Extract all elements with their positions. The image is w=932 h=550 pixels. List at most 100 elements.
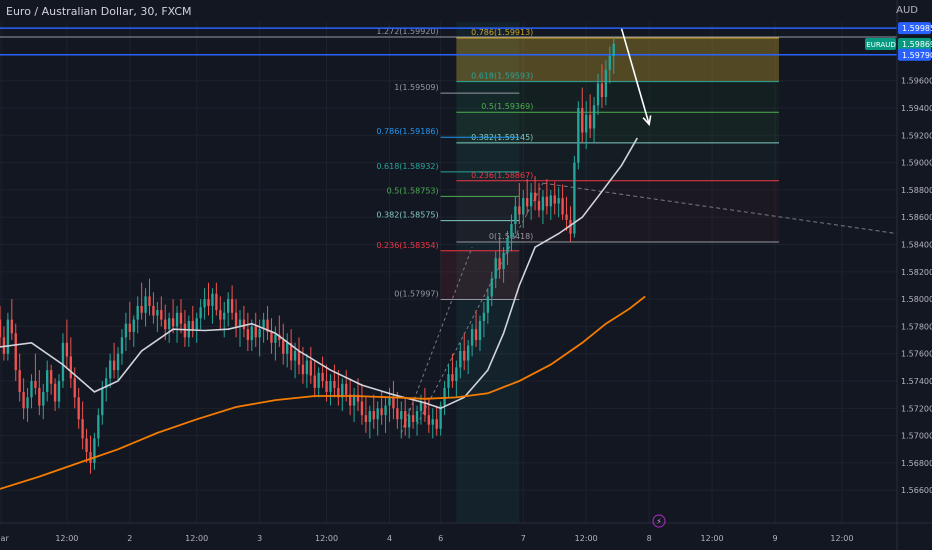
candle-body [317,372,320,388]
candle-body [105,378,108,388]
candle-body [191,320,194,330]
y-tick-label: 1.56800 [901,459,932,468]
candle-body [415,411,419,422]
candle-body [274,334,277,343]
candle-body [203,299,206,308]
x-tick-label: 4 [387,534,392,543]
candle-body [183,323,187,338]
candle-body [85,438,88,453]
candle-body [219,310,222,320]
symbol-tag-label: EURAUD [866,41,895,49]
candle-body [400,411,403,420]
price-axis [897,0,932,550]
candle-body [73,378,76,398]
candle-body [364,415,368,422]
candle-body [46,370,49,392]
x-tick-label: 2 [127,534,132,543]
candle-body [411,415,415,422]
candle-body [356,394,360,402]
candle-body [553,195,556,204]
candle-body [581,108,584,133]
candle-body [608,56,611,70]
x-tick-label: 12:00 [830,534,853,543]
candle-body [447,374,450,388]
candle-body [258,329,261,338]
x-tick-label: 8 [647,534,652,543]
fib-level-label: 0.786(1.59913) [471,28,533,37]
candle-body [69,356,72,379]
fib-level-label: 0.618(1.58932) [376,162,438,171]
candle-body [549,195,552,207]
candle-body [596,83,600,106]
candle-body [156,310,159,316]
candle-body [230,299,234,313]
candle-body [588,114,592,129]
candle-body [6,319,10,354]
candle-body [215,293,218,311]
candle-body [557,198,560,204]
y-tick-label: 1.59000 [901,159,932,168]
candle-body [61,342,65,382]
candle-body [376,408,379,420]
candle-body [305,360,309,375]
candle-body [427,415,431,425]
fib-zone [456,112,779,143]
candle-body [341,383,344,398]
candle-body [227,299,230,313]
candle-body [451,374,454,382]
candle-body [2,337,6,354]
y-tick-label: 1.58200 [901,268,932,277]
candle-body [164,319,167,330]
candle-body [223,312,226,320]
candle-body [136,305,139,320]
candle-body [561,198,564,215]
event-icon[interactable] [652,514,666,528]
fib-level-label: 1(1.59509) [394,83,438,92]
y-tick-label: 1.59600 [901,77,932,86]
y-tick-label: 1.58800 [901,186,932,195]
candle-body [81,419,84,439]
x-tick-label: Mar [0,534,9,543]
fib-zone [440,250,520,300]
candle-body [97,415,100,439]
candle-body [144,296,147,313]
candle-body [152,305,155,316]
x-tick-label: 3 [257,534,262,543]
candle-body [478,320,482,341]
candle-body [541,196,545,211]
candle-body [455,367,458,382]
fib-level-label: 0.236(1.58354) [376,241,438,250]
candle-body [211,293,214,306]
chart-title: Euro / Australian Dollar, 30, FXCM [6,5,192,18]
symbol-tag [865,37,896,50]
candle-body [148,296,151,306]
fib-level-label: 0.236(1.58867) [471,171,533,180]
candle-body [573,162,576,234]
candle-body [494,258,497,279]
candle-body [38,387,41,406]
price-badge [898,22,931,35]
candle-body [18,370,21,392]
candle-body [486,296,490,313]
candle-body [459,350,462,368]
candle-body [482,312,486,321]
candle-body [120,337,124,354]
candle-body [502,252,505,270]
candle-body [533,192,537,201]
candle-body [470,329,474,346]
candle-body [545,196,549,207]
candle-body [34,381,37,388]
candle-body [352,394,356,406]
y-tick-label: 1.57000 [901,432,932,441]
y-tick-label: 1.57400 [901,377,932,386]
y-tick-label: 1.57200 [901,404,932,413]
candle-body [529,192,533,207]
candle-body [289,342,293,361]
fib-level-label: 0.5(1.59369) [481,102,533,111]
fib-zone [456,142,779,181]
price-badge-label: 1.59869 [902,40,932,49]
y-tick-label: 1.58400 [901,241,932,250]
candle-body [321,372,324,382]
x-tick-label: 12:00 [701,534,724,543]
